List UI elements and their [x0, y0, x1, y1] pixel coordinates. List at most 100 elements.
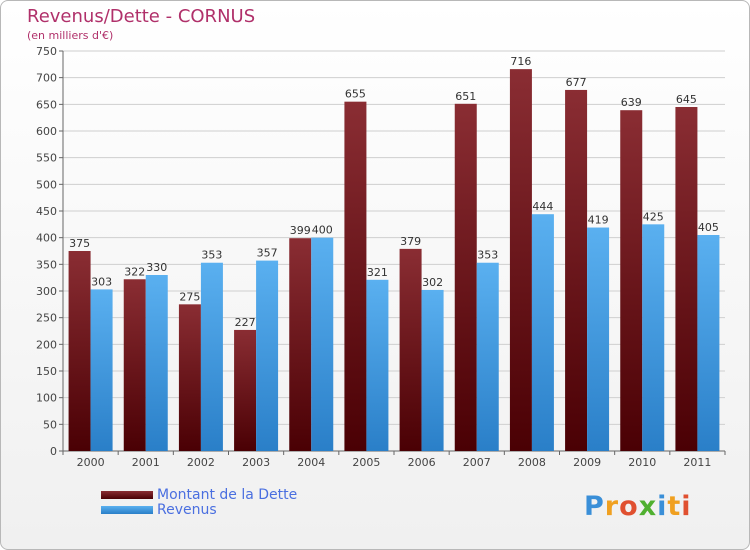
bar-revenus [697, 235, 720, 451]
data-label: 302 [422, 276, 443, 289]
legend-label-revenus: Revenus [157, 501, 217, 518]
bar-revenus [90, 289, 113, 451]
logo-letter: o [619, 491, 639, 522]
bar-dette [68, 251, 91, 451]
y-tick-label: 750 [36, 45, 57, 58]
y-tick-label: 500 [36, 178, 57, 191]
y-tick-label: 200 [36, 338, 57, 351]
bar-dette [509, 69, 532, 451]
x-tick-label: 2001 [132, 456, 160, 469]
chart-subtitle: (en milliers d'€) [27, 29, 114, 42]
data-label: 379 [400, 235, 421, 248]
x-tick-label: 2006 [408, 456, 436, 469]
bar-dette [123, 279, 146, 451]
y-tick-label: 400 [36, 232, 57, 245]
legend-item-revenus: Revenus [101, 501, 297, 518]
bar-revenus [642, 224, 665, 451]
grid-lines [63, 50, 725, 452]
data-label: 330 [146, 261, 167, 274]
y-tick-label: 450 [36, 205, 57, 218]
bar-revenus [256, 260, 279, 451]
y-tick-label: 650 [36, 98, 57, 111]
data-label: 639 [621, 96, 642, 109]
logo-letter: i [657, 491, 668, 522]
data-label: 321 [367, 266, 388, 279]
legend-swatch-revenus [101, 505, 153, 514]
bar-dette [620, 110, 643, 451]
data-label: 275 [179, 290, 200, 303]
logo-letter: P [584, 491, 605, 522]
bar-dette [399, 248, 422, 451]
logo-letter: r [604, 491, 620, 522]
y-tick-label: 100 [36, 392, 57, 405]
logo-letter: t [667, 491, 682, 522]
bar-dette [454, 103, 477, 452]
y-axis-ticks: 0 50 100 150 200 250 300 350 400 450 500 550 600 650 7… [36, 45, 725, 458]
data-label: 677 [566, 76, 587, 89]
data-label: 405 [698, 221, 719, 234]
data-label: 419 [588, 214, 609, 227]
bar-dette [344, 101, 367, 452]
data-label: 353 [201, 249, 222, 262]
data-label: 651 [455, 90, 476, 103]
x-tick-label: 2011 [683, 456, 711, 469]
y-tick-label: 350 [36, 258, 57, 271]
bar-dette [675, 107, 698, 451]
bar-revenus [366, 279, 389, 451]
data-label: 645 [676, 93, 697, 106]
y-tick-label: 0 [50, 445, 57, 458]
y-tick-label: 150 [36, 365, 57, 378]
bar-revenus [145, 275, 168, 451]
y-tick-label: 700 [36, 72, 57, 85]
y-tick-label: 50 [43, 418, 57, 431]
bar-revenus [421, 289, 444, 451]
bar-dette [565, 89, 588, 451]
legend: Montant de la Dette Revenus [101, 486, 298, 518]
chart-title: Revenus/Dette - CORNUS [27, 6, 256, 27]
bar-dette [289, 238, 312, 451]
x-tick-label: 2005 [352, 456, 380, 469]
x-tick-label: 2007 [463, 456, 491, 469]
data-label: 444 [532, 200, 553, 213]
x-tick-label: 2004 [297, 456, 325, 469]
x-tick-label: 2000 [77, 456, 105, 469]
legend-label-dette: Montant de la Dette [157, 486, 298, 503]
data-label: 425 [643, 210, 664, 223]
data-label: 227 [235, 316, 256, 329]
data-label: 655 [345, 88, 366, 101]
y-tick-label: 250 [36, 312, 57, 325]
x-tick-label: 2002 [187, 456, 215, 469]
data-labels: 375 303 322 330 275 353 227 357 399 400 655 321 379 3… [69, 55, 719, 329]
data-label: 357 [257, 247, 278, 260]
y-tick-label: 300 [36, 285, 57, 298]
bar-revenus [587, 227, 610, 451]
data-label: 303 [91, 275, 112, 288]
bar-revenus [311, 237, 334, 451]
proxiti-logo: Proxiti [584, 491, 692, 522]
x-tick-label: 2010 [628, 456, 656, 469]
x-tick-label: 2009 [573, 456, 601, 469]
data-label: 400 [312, 224, 333, 237]
x-axis-ticks: 2000 2001 2002 2003 2004 2005 2006 2007 2008 2009… [62, 451, 726, 469]
x-tick-label: 2003 [242, 456, 270, 469]
bar-revenus [476, 262, 499, 451]
y-tick-label: 600 [36, 125, 57, 138]
bar-revenus [531, 214, 554, 451]
legend-item-dette: Montant de la Dette [101, 486, 298, 503]
data-label: 716 [510, 55, 531, 68]
bar-dette [178, 304, 201, 451]
y-tick-label: 550 [36, 152, 57, 165]
data-label: 375 [69, 237, 90, 250]
logo-letter: i [681, 491, 692, 522]
x-tick-label: 2008 [518, 456, 546, 469]
bar-revenus [200, 262, 223, 451]
legend-swatch-dette [101, 490, 153, 499]
data-label: 322 [124, 265, 145, 278]
data-label: 399 [290, 224, 311, 237]
bar-dette [234, 329, 257, 451]
data-label: 353 [477, 249, 498, 262]
logo-letter: x [638, 491, 658, 522]
bars [68, 69, 720, 452]
